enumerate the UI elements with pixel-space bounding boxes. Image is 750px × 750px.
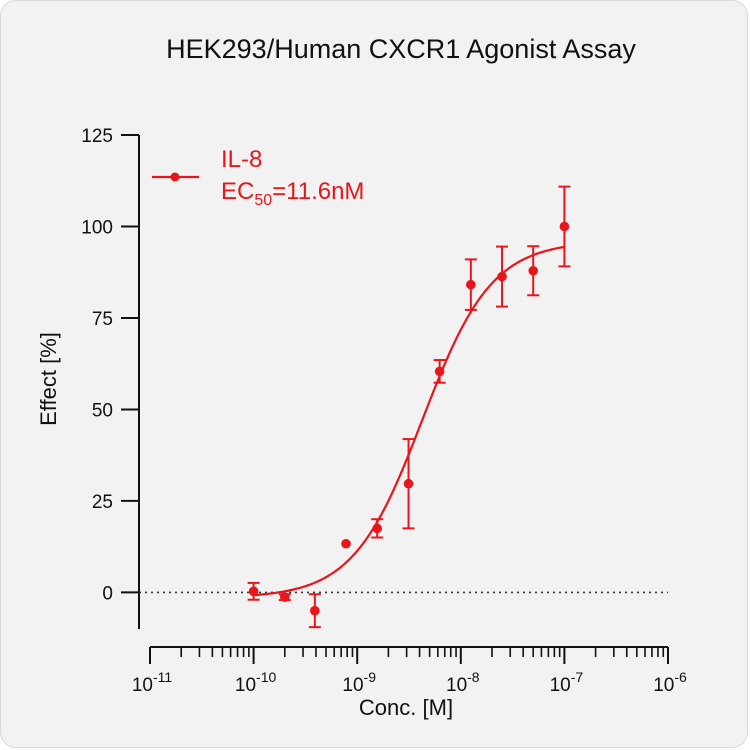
data-point [464, 258, 477, 311]
point-marker [372, 523, 383, 534]
point-marker [559, 221, 570, 232]
data-point [433, 359, 446, 384]
x-tick-label: 10-10 [235, 669, 277, 696]
data-point [402, 438, 415, 530]
y-tick-label: 50 [92, 400, 113, 421]
y-tick-label: 75 [92, 309, 113, 330]
point-marker [434, 366, 445, 377]
x-axis: 10-11 10-10 10-9 10-8 10-7 10-6 [132, 646, 687, 696]
fit-curve [253, 245, 565, 597]
point-marker [341, 538, 351, 549]
data-point [558, 185, 571, 268]
point-marker [310, 605, 320, 616]
x-tick-label: 10-6 [653, 669, 687, 696]
legend: IL-8 EC50=11.6nM [152, 146, 364, 209]
data-point [247, 581, 260, 601]
x-tick-label: 10-9 [342, 669, 376, 696]
data-point [278, 592, 291, 602]
y-axis: 0 25 50 75 100 125 [81, 126, 140, 629]
y-tick-label: 100 [81, 217, 113, 238]
y-tick-label: 0 [102, 583, 113, 604]
data-point [527, 245, 540, 297]
data-point [341, 538, 351, 549]
y-tick-label: 125 [81, 126, 113, 147]
ec50-subscript: 50 [254, 192, 272, 209]
x-axis-label: Conc. [M] [359, 695, 453, 720]
point-marker [528, 265, 539, 276]
point-marker [248, 586, 259, 597]
y-tick-label: 25 [92, 492, 113, 513]
point-marker [466, 279, 476, 290]
x-tick-label: 10-8 [446, 669, 480, 696]
x-tick-label: 10-11 [132, 669, 173, 696]
y-axis-label: Effect [%] [36, 332, 61, 426]
ec50-suffix: =11.6nM [272, 178, 364, 205]
data-point [371, 518, 384, 539]
legend-ec50: EC50=11.6nM [221, 178, 364, 209]
data-point [496, 245, 509, 308]
point-marker [279, 592, 290, 602]
legend-marker [170, 172, 180, 182]
x-tick-label: 10-7 [550, 669, 584, 696]
data-point [308, 593, 321, 629]
point-marker [497, 271, 507, 282]
chart-title: HEK293/Human CXCR1 Agonist Assay [166, 34, 636, 64]
legend-series-name: IL-8 [221, 146, 262, 173]
ec50-prefix: EC [221, 178, 254, 205]
point-marker [403, 478, 414, 489]
data-points [247, 185, 571, 629]
